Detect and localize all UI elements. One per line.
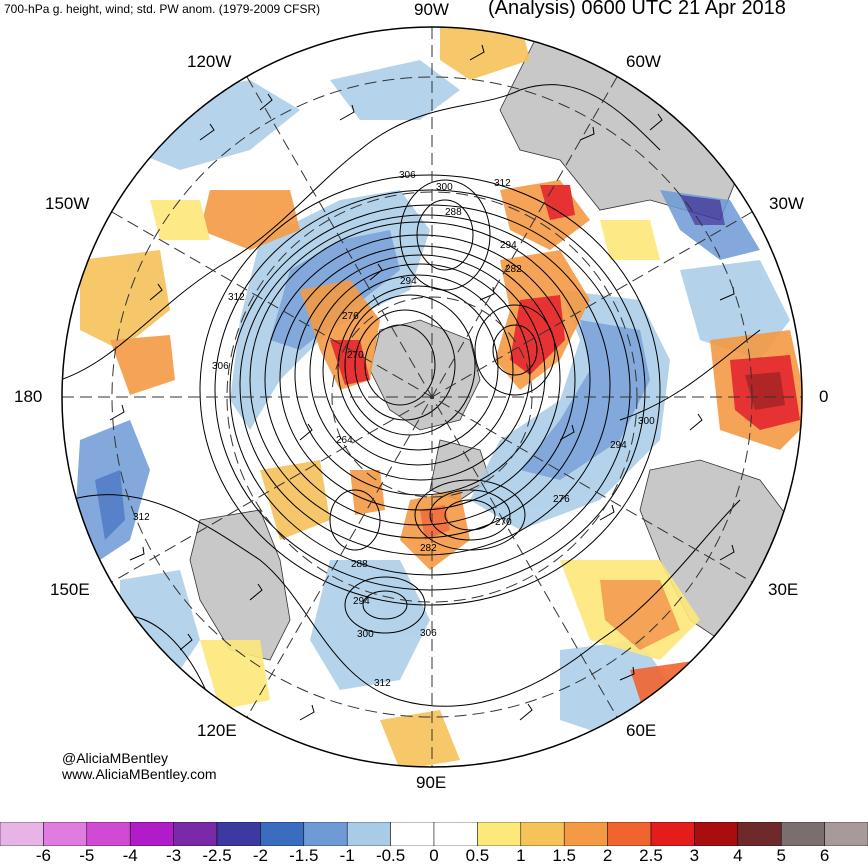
contour-label: 264: [336, 435, 353, 446]
contour-label: 288: [445, 207, 462, 218]
colorbar-tick-label: -1: [339, 846, 355, 865]
contour-label: 288: [351, 559, 368, 570]
colorbar-tick-label: -6: [35, 846, 51, 865]
colorbar-tick-label: 0: [429, 846, 439, 865]
contour-label: 294: [500, 240, 517, 251]
colorbar-swatch: [694, 822, 739, 846]
lon-label-30w: 30W: [769, 194, 804, 213]
contour-label: 300: [357, 629, 374, 640]
lon-label-180: 180: [14, 387, 43, 406]
colorbar: [0, 822, 868, 846]
colorbar-tick-label: 2.5: [639, 846, 663, 865]
contour-label: 294: [400, 276, 417, 287]
colorbar-swatch: [563, 822, 608, 846]
polar-map: 306 300 288 312 294 282 294 312 276 270 …: [61, 26, 803, 768]
contour-label: 276: [553, 494, 570, 505]
colorbar-swatch: [303, 822, 348, 846]
contour-label: 312: [133, 512, 150, 523]
colorbar-swatch: [433, 822, 478, 846]
colorbar-swatch: [390, 822, 435, 846]
contour-label: 300: [638, 416, 655, 427]
colorbar-swatch: [650, 822, 695, 846]
contour-label: 270: [495, 517, 512, 528]
lon-label-150e: 150E: [50, 580, 90, 599]
colorbar-tick-label: -0.5: [375, 846, 406, 865]
colorbar-swatch: [86, 822, 131, 846]
contour-label: 306: [399, 170, 416, 181]
lon-label-120w: 120W: [187, 52, 232, 71]
colorbar-swatch: [129, 822, 174, 846]
contour-label: 294: [353, 596, 370, 607]
contour-label: 300: [436, 182, 453, 193]
contour-label: 312: [374, 678, 391, 689]
contour-label: 294: [610, 440, 627, 451]
positive-pw-anomalies: [80, 27, 802, 767]
contour-label: 270: [347, 350, 364, 361]
credit-website: www.AliciaMBentley.com: [62, 766, 217, 782]
colorbar-swatch: [43, 822, 88, 846]
colorbar-swatch: [173, 822, 218, 846]
colorbar-tick-label: -3: [166, 846, 182, 865]
contour-label: 282: [505, 264, 522, 275]
colorbar-tick-label: 6: [819, 846, 830, 865]
lon-label-0: 0: [819, 387, 829, 406]
credit-handle: @AliciaMBentley: [62, 750, 169, 766]
lon-label-30e: 30E: [768, 580, 799, 599]
lon-label-120e: 120E: [197, 721, 237, 740]
lon-label-60e: 60E: [626, 721, 657, 740]
colorbar-tick-label: 5: [776, 846, 786, 865]
colorbar-tick-label: 1: [516, 846, 526, 865]
contour-label: 312: [494, 178, 511, 189]
colorbar-tick-label: 0.5: [465, 846, 490, 865]
colorbar-tick-label: -2.5: [202, 846, 232, 865]
colorbar-tick-label: 3: [689, 846, 700, 865]
colorbar-tick-label: -2: [252, 846, 268, 865]
contour-label: 306: [420, 628, 437, 639]
colorbar-swatch: [780, 822, 825, 846]
colorbar-tick-label: -1.5: [289, 846, 319, 865]
colorbar-swatch: [607, 822, 652, 846]
lon-label-150w: 150W: [45, 194, 90, 213]
colorbar-swatch: [260, 822, 305, 846]
colorbar-tick-label: 1.5: [552, 846, 577, 865]
colorbar-swatch: [737, 822, 782, 846]
map-title: (Analysis) 0600 UTC 21 Apr 2018: [488, 0, 786, 19]
colorbar-swatch: [0, 822, 44, 846]
lon-label-90w: 90W: [414, 0, 449, 19]
meridians: [62, 27, 802, 767]
contour-label: 282: [420, 543, 437, 554]
colorbar-tick-label: 4: [733, 846, 743, 865]
contour-label: 306: [212, 361, 229, 372]
colorbar-swatch: [346, 822, 391, 846]
colorbar-swatch: [824, 822, 868, 846]
colorbar-swatch: [477, 822, 522, 846]
lon-label-60w: 60W: [626, 52, 661, 71]
contour-label: 276: [342, 311, 359, 322]
height-contours: [62, 84, 761, 707]
colorbar-tick-label: -5: [79, 846, 95, 865]
colorbar-swatch: [520, 822, 565, 846]
colorbar-swatch: [216, 822, 261, 846]
contour-labels: 306 300 288 312 294 282 294 312 276 270 …: [133, 170, 655, 689]
colorbar-tick-label: -4: [122, 846, 138, 865]
contour-label: 312: [228, 292, 245, 303]
wind-barbs: [109, 44, 735, 721]
colorbar-tick-label: 2: [602, 846, 613, 865]
lon-label-90e: 90E: [416, 773, 447, 792]
map-boundary: [61, 26, 803, 768]
map-subtitle: 700-hPa g. height, wind; std. PW anom. (…: [4, 2, 321, 16]
